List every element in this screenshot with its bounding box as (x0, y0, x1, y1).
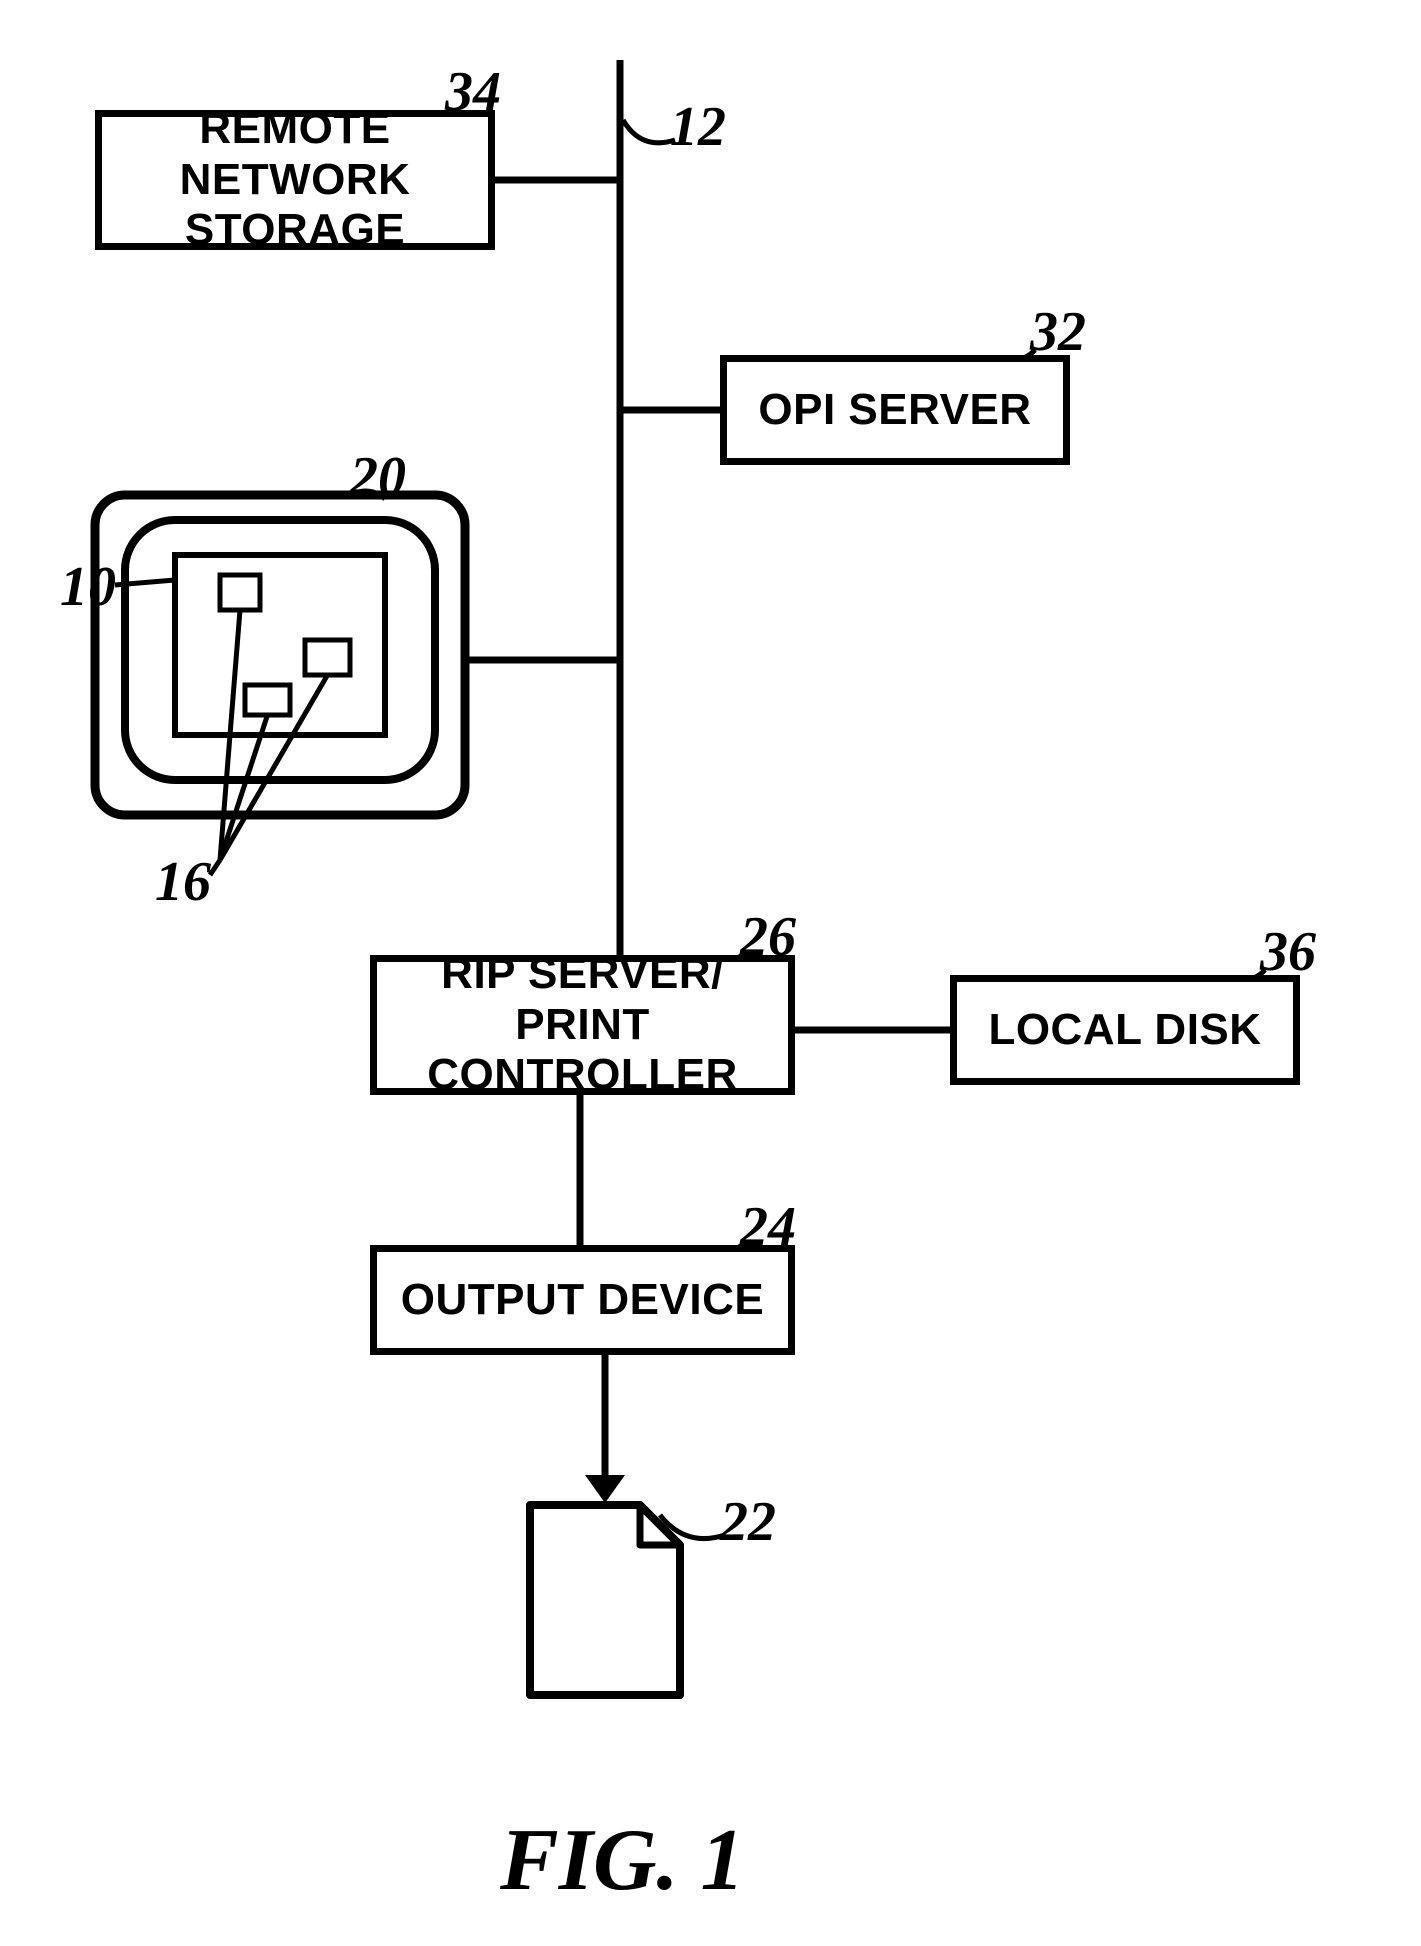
ref-24: 24 (740, 1195, 796, 1259)
ref-12: 12 (670, 95, 726, 159)
ref-22: 22 (720, 1490, 776, 1554)
local-disk-label: LOCAL DISK (988, 1005, 1261, 1056)
rip-server-box: RIP SERVER/PRINT CONTROLLER (370, 955, 795, 1095)
output-device-label: OUTPUT DEVICE (401, 1275, 764, 1326)
ref-16: 16 (155, 850, 211, 914)
rip-server-label: RIP SERVER/PRINT CONTROLLER (377, 949, 788, 1101)
opi-server-label: OPI SERVER (758, 385, 1031, 436)
ref-32: 32 (1030, 300, 1086, 364)
ref-20: 20 (350, 445, 406, 509)
remote-network-storage-label: REMOTE NETWORKSTORAGE (102, 104, 488, 256)
ref-26: 26 (740, 905, 796, 969)
figure-caption: FIG. 1 (500, 1810, 745, 1911)
opi-server-box: OPI SERVER (720, 355, 1070, 465)
output-device-box: OUTPUT DEVICE (370, 1245, 795, 1355)
ref-10: 10 (60, 555, 116, 619)
local-disk-box: LOCAL DISK (950, 975, 1300, 1085)
remote-network-storage-box: REMOTE NETWORKSTORAGE (95, 110, 495, 250)
ref-36: 36 (1260, 920, 1316, 984)
diagram-stage: REMOTE NETWORKSTORAGE OPI SERVER RIP SER… (0, 0, 1421, 1946)
ref-34: 34 (445, 60, 501, 124)
